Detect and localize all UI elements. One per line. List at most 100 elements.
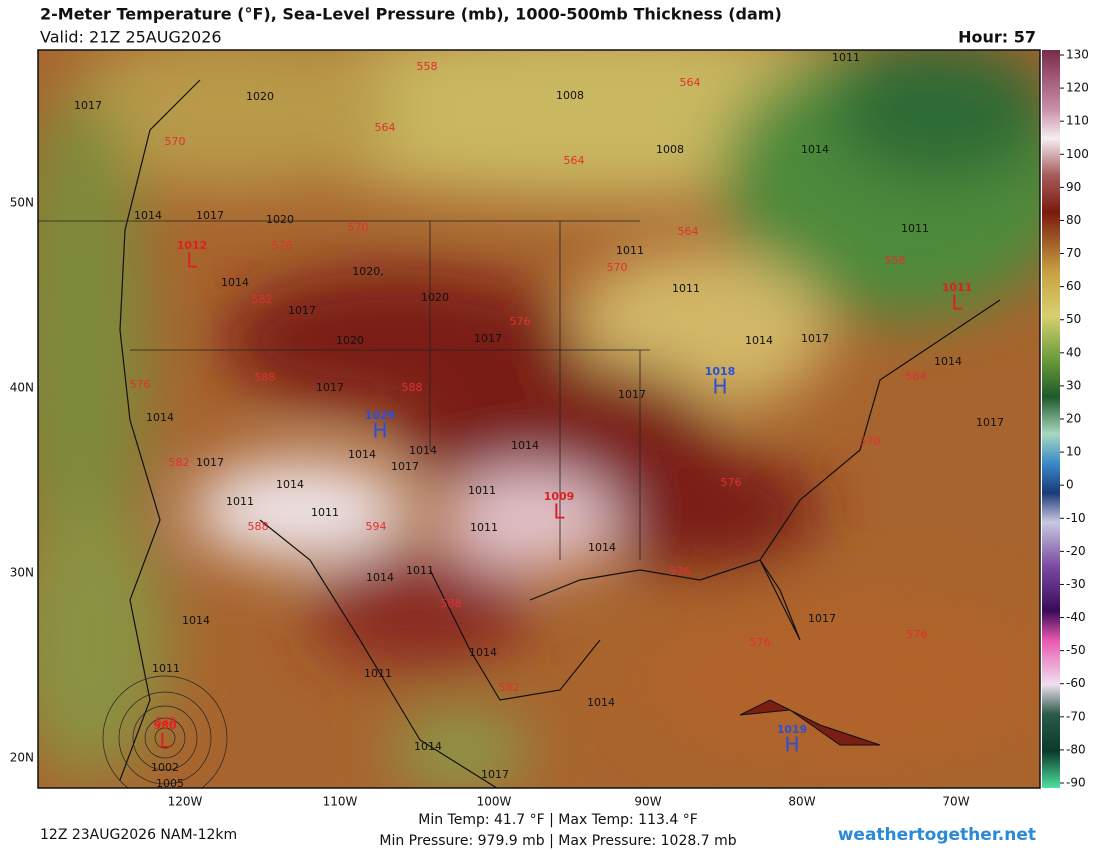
pressure-label: 1017: [391, 460, 419, 473]
thickness-label: 570: [860, 435, 881, 448]
temp-extremes: Min Temp: 41.7 °F | Max Temp: 113.4 °F: [418, 812, 698, 828]
pressure-label: 1014: [801, 143, 829, 156]
pressure-label: 1020: [336, 334, 364, 347]
pressure-label: 1011: [672, 282, 700, 295]
pressure-label: 1017: [74, 99, 102, 112]
lon-label: 80W: [788, 795, 815, 809]
pressure-label: 1014: [414, 740, 442, 753]
colorbar-tick-label: -60: [1066, 676, 1086, 690]
pressure-label: 1014: [469, 646, 497, 659]
colorbar-tick-label: 110: [1066, 114, 1089, 128]
pressure-label: 1002: [151, 761, 179, 774]
high-center-letter: H: [784, 733, 799, 757]
pressure-label: 1017: [316, 381, 344, 394]
thickness-label: 564: [906, 370, 927, 383]
thickness-label: 564: [564, 154, 585, 167]
thickness-label: 570: [607, 261, 628, 274]
thickness-label: 564: [375, 121, 396, 134]
pressure-label: 1020: [421, 291, 449, 304]
thickness-label: 582: [252, 293, 273, 306]
colorbar-tick-label: -20: [1066, 544, 1086, 558]
high-center-letter: H: [712, 375, 727, 399]
lat-label: 40N: [10, 381, 34, 395]
thickness-label: 576: [721, 476, 742, 489]
pressure-label: 1011: [406, 564, 434, 577]
thickness-label: 582: [169, 456, 190, 469]
pressure-label: 1014: [276, 478, 304, 491]
lon-label: 70W: [942, 795, 969, 809]
colorbar-tick-label: -90: [1066, 776, 1086, 790]
colorbar-tick-label: 10: [1066, 445, 1081, 459]
low-center-value: 1009: [544, 490, 575, 503]
thickness-label: 588: [255, 371, 276, 384]
thickness-label: 576: [907, 628, 928, 641]
thickness-label: 576: [670, 565, 691, 578]
pressure-label: 1017: [801, 332, 829, 345]
pressure-label: 1014: [182, 614, 210, 627]
pressure-label: 1017: [618, 388, 646, 401]
pressure-label: 1014: [366, 571, 394, 584]
pressure-label: 1017: [196, 209, 224, 222]
pressure-label: 1005: [156, 777, 184, 790]
thickness-label: 594: [366, 520, 387, 533]
pressure-label: 1008: [556, 89, 584, 102]
colorbar-tick-label: 120: [1066, 81, 1089, 95]
pressure-label: 1011: [901, 222, 929, 235]
pressure-label: 1011: [152, 662, 180, 675]
pressure-label: 1011: [468, 484, 496, 497]
pressure-label: 1014: [134, 209, 162, 222]
high-center-letter: H: [372, 419, 387, 443]
pressure-label: 1008: [656, 143, 684, 156]
low-center-value: 1012: [177, 239, 208, 252]
lon-label: 120W: [168, 795, 203, 809]
pressure-label: 1011: [832, 51, 860, 64]
pressure-label: 1014: [221, 276, 249, 289]
low-center-value: 1011: [942, 281, 973, 294]
colorbar-tick-label: -80: [1066, 742, 1086, 756]
map-frame: [37, 49, 1041, 789]
thickness-label: 588: [156, 715, 177, 728]
pressure-label: 1011: [470, 521, 498, 534]
pressure-label: 1014: [934, 355, 962, 368]
high-center-value: 1029: [365, 409, 396, 422]
low-center-letter: L: [186, 249, 198, 273]
colorbar-tick-label: 80: [1066, 213, 1081, 227]
pressure-label: 1020: [246, 90, 274, 103]
pressure-label: 1017: [196, 456, 224, 469]
low-center-letter: L: [159, 729, 171, 753]
thickness-label: 576: [130, 378, 151, 391]
colorbar-tick-label: 0: [1066, 478, 1074, 492]
thickness-label: 576: [510, 315, 531, 328]
colorbar-tick-label: -50: [1066, 643, 1086, 657]
thickness-label: 558: [417, 60, 438, 73]
colorbar-tick-label: -40: [1066, 610, 1086, 624]
lat-label: 30N: [10, 566, 34, 580]
pressure-label: 1017: [288, 304, 316, 317]
temperature-field: [38, 50, 1040, 788]
colorbar-tick-label: 30: [1066, 378, 1081, 392]
pressure-label: 1017: [481, 768, 509, 781]
colorbar-tick-label: 40: [1066, 345, 1081, 359]
colorbar-tick-label: 50: [1066, 312, 1081, 326]
thickness-label: 576: [750, 636, 771, 649]
thickness-label: 564: [680, 76, 701, 89]
pressure-label: 1017: [808, 612, 836, 625]
pressure-label: 1014: [146, 411, 174, 424]
low-center-value: 980: [154, 719, 177, 732]
colorbar-tick-label: 90: [1066, 180, 1081, 194]
lat-label: 20N: [10, 751, 34, 765]
pressure-label: 1014: [745, 334, 773, 347]
pressure-label: 1014: [348, 448, 376, 461]
pressure-label: 1011: [226, 495, 254, 508]
colorbar: [1042, 50, 1060, 788]
thickness-label: 558: [885, 254, 906, 267]
thickness-label: 570: [348, 221, 369, 234]
site-credit[interactable]: weathertogether.net: [838, 825, 1036, 845]
thickness-label: 570: [165, 135, 186, 148]
colorbar-tick-label: 100: [1066, 147, 1089, 161]
pressure-label: 1017: [976, 416, 1004, 429]
pressure-label: 1020,: [352, 265, 384, 278]
thickness-label: 564: [678, 225, 699, 238]
